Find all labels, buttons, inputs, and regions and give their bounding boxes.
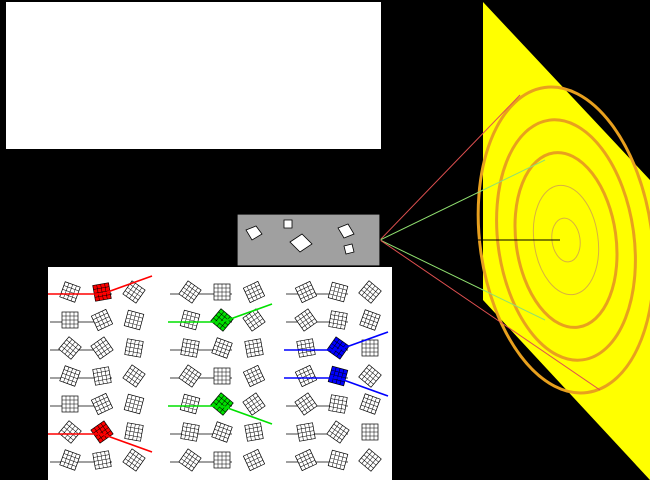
- diffraction-rays: [379, 94, 601, 391]
- crystal-grid: [179, 393, 201, 415]
- crystal-grid: [242, 308, 266, 332]
- crystal-grid: [59, 449, 81, 471]
- highlighted-diffracted-ray: [337, 377, 389, 397]
- crystal-grid: [242, 280, 266, 304]
- ray-mid-top: [379, 159, 546, 241]
- ray-outer-top: [379, 94, 521, 241]
- crystal-cube: [283, 219, 293, 229]
- highlighted-diffracted-ray: [221, 303, 273, 323]
- highlighted-diffracted-ray: [101, 433, 153, 453]
- crystal-grid: [213, 367, 231, 385]
- crystal-grid: [244, 338, 264, 358]
- crystal-grid: [361, 423, 379, 441]
- crystal-grid: [211, 337, 233, 359]
- highlighted-crystal: [92, 282, 112, 302]
- crystal-cube: [343, 243, 355, 255]
- crystal-grid: [90, 308, 114, 332]
- diffraction-ring: [551, 217, 581, 263]
- crystal-grid: [92, 366, 112, 386]
- crystal-grid: [294, 448, 318, 472]
- crystal-grid: [122, 280, 146, 304]
- diffraction-ring: [476, 85, 650, 395]
- crystal-cube: [289, 233, 313, 253]
- panel-red: [48, 275, 153, 472]
- crystal-grid: [123, 309, 145, 331]
- crystal-grid: [361, 339, 379, 357]
- highlighted-crystal: [210, 308, 234, 332]
- crystal-grid: [58, 336, 82, 360]
- crystal-grid: [327, 281, 349, 303]
- crystal-grid: [242, 364, 266, 388]
- crystal-grid: [178, 280, 202, 304]
- crystal-grid: [61, 395, 79, 413]
- highlighted-crystal: [327, 365, 349, 387]
- ray-mid-bottom: [379, 239, 546, 321]
- crystal-grid: [358, 448, 382, 472]
- diffraction-ring: [513, 151, 619, 329]
- crystal-grid: [213, 283, 231, 301]
- crystal-grid: [359, 309, 381, 331]
- crystal-grid: [124, 422, 144, 442]
- crystal-grid: [244, 422, 264, 442]
- panel-blue: [284, 280, 389, 472]
- crystal-cube: [337, 223, 355, 239]
- highlighted-diffracted-ray: [337, 331, 389, 351]
- beam-label-line2: Röntgenstrahlung: [25, 195, 132, 211]
- zoom-line-left: [47, 265, 238, 268]
- x-ray-wave: [0, 220, 191, 260]
- crystal-grid: [242, 392, 266, 416]
- crystal-grid: [296, 338, 316, 358]
- crystal-grid: [242, 448, 266, 472]
- crystal-grid: [294, 392, 318, 416]
- crystal-grid: [326, 420, 350, 444]
- crystal-grid: [359, 393, 381, 415]
- crystal-grid: [211, 421, 233, 443]
- highlighted-crystal: [90, 420, 114, 444]
- crystal-grid: [122, 364, 146, 388]
- crystal-grid: [213, 451, 231, 469]
- crystal-grid: [178, 448, 202, 472]
- crystal-grid: [92, 450, 112, 470]
- crystal-grid: [180, 422, 200, 442]
- diffraction-ring: [495, 118, 637, 362]
- crystal-grid: [294, 308, 318, 332]
- crystal-grid: [178, 364, 202, 388]
- beam-label-line1: monochromatische: [25, 177, 139, 193]
- crystal-grid: [328, 310, 348, 330]
- highlighted-diffracted-ray: [221, 405, 273, 425]
- crystal-grid: [124, 338, 144, 358]
- crystal-cube: [245, 225, 263, 241]
- highlighted-diffracted-ray: [101, 275, 153, 295]
- crystal-grid: [59, 365, 81, 387]
- crystal-grid: [123, 393, 145, 415]
- crystal-grid: [90, 336, 114, 360]
- crystal-grid: [180, 338, 200, 358]
- diffraction-ring: [532, 184, 600, 296]
- crystal-orientation-panels: [48, 275, 389, 472]
- crystal-grid: [327, 449, 349, 471]
- crystal-grid: [296, 422, 316, 442]
- sample-crystals: [245, 219, 355, 255]
- beam-arrow-head: [198, 234, 212, 246]
- photo-plate: [483, 2, 650, 480]
- blank-white-panel: [6, 2, 381, 149]
- crystal-grid: [328, 394, 348, 414]
- crystal-grid: [61, 311, 79, 329]
- diffraction-rings: [476, 85, 650, 395]
- crystal-grid: [122, 448, 146, 472]
- crystal-grid: [358, 364, 382, 388]
- crystal-grid: [58, 420, 82, 444]
- sample-label: Kristallpulver: [236, 190, 319, 206]
- crystal-grid: [90, 392, 114, 416]
- crystal-grid: [358, 280, 382, 304]
- ray-outer-bottom: [379, 239, 601, 391]
- crystal-grid: [294, 280, 318, 304]
- panel-green: [168, 280, 273, 472]
